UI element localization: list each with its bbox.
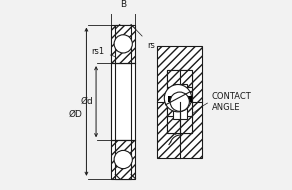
Bar xyxy=(111,25,135,63)
Text: rs1: rs1 xyxy=(92,47,115,56)
Bar xyxy=(111,63,135,140)
Bar xyxy=(167,70,192,87)
Circle shape xyxy=(114,35,132,53)
Text: ØD: ØD xyxy=(69,109,83,119)
Bar xyxy=(157,46,202,158)
Bar xyxy=(167,87,192,116)
Bar xyxy=(168,96,174,102)
Text: B: B xyxy=(120,0,126,9)
Text: Ød: Ød xyxy=(81,97,93,106)
Bar xyxy=(120,157,126,162)
Bar xyxy=(115,140,131,179)
Bar xyxy=(120,41,126,47)
Bar xyxy=(111,140,135,179)
Text: rs: rs xyxy=(135,29,155,50)
Bar xyxy=(173,84,187,119)
Circle shape xyxy=(164,85,192,112)
Circle shape xyxy=(170,92,190,111)
Bar xyxy=(115,25,131,63)
Bar xyxy=(185,96,192,102)
Bar xyxy=(167,70,192,133)
Circle shape xyxy=(114,150,132,169)
Bar xyxy=(167,116,192,133)
Text: CONTACT
ANGLE: CONTACT ANGLE xyxy=(212,92,251,112)
